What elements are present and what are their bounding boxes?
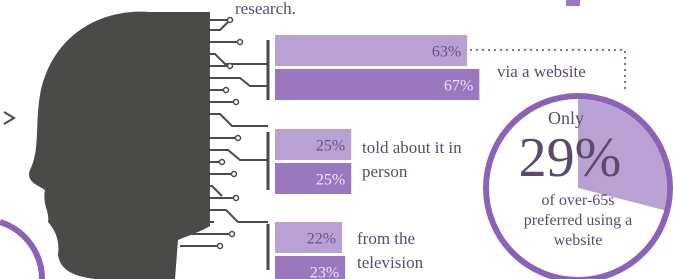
value-label: 67% (444, 78, 473, 95)
callout-text: website (554, 232, 603, 249)
intro-text: research. (235, 0, 296, 18)
callout-prefix: Only (548, 108, 584, 128)
value-label: 63% (432, 44, 461, 61)
category-label: from the television (357, 227, 477, 275)
head-silhouette (29, 12, 210, 279)
callout-text: of over-65s (542, 192, 615, 209)
category-label: via a website (497, 60, 637, 84)
value-label: 25% (316, 172, 345, 189)
partial-circle (0, 222, 42, 279)
category-label: told about it in person (362, 136, 482, 184)
infographic: research. Only 29% of over-65s preferred… (0, 0, 675, 279)
arrow (4, 112, 14, 124)
legend-swatch (566, 0, 580, 6)
value-label: 23% (310, 265, 339, 279)
value-label: 25% (316, 138, 345, 155)
value-label: 22% (307, 231, 336, 248)
chart: research. Only 29% of over-65s preferred… (0, 0, 675, 279)
callout-text: preferred using a (524, 212, 632, 229)
callout-value: 29% (519, 127, 622, 189)
